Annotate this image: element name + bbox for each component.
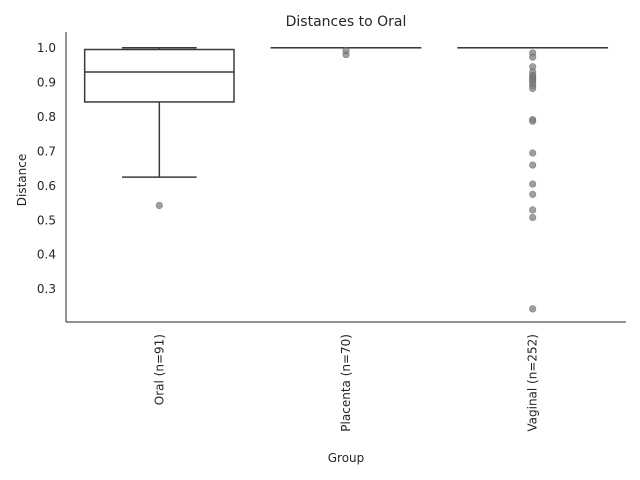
boxes-layer <box>83 46 609 313</box>
y-tick-label: 0.4 <box>37 248 56 262</box>
x-tick-label: Oral (n=91) <box>152 334 166 405</box>
box-iqr <box>83 48 235 103</box>
box-group <box>270 46 422 59</box>
x-tick-label: Vaginal (n=252) <box>526 334 540 432</box>
outlier-point <box>529 53 537 61</box>
box-group <box>83 47 235 210</box>
outlier-point <box>529 190 537 198</box>
outlier-point <box>529 305 537 313</box>
outlier-point <box>529 149 537 157</box>
y-tick-label: 1.0 <box>37 41 56 55</box>
x-axis-label: Group <box>328 451 365 465</box>
chart-title: Distances to Oral <box>286 14 407 30</box>
y-tick-label: 0.6 <box>37 179 56 193</box>
y-tick-label: 0.3 <box>37 282 56 296</box>
outlier-point <box>529 206 537 214</box>
outlier-point <box>342 46 350 55</box>
outlier-point <box>529 84 537 93</box>
y-tick-label: 0.9 <box>37 75 56 89</box>
outlier-point <box>155 201 163 210</box>
box-group <box>457 47 609 313</box>
outlier-point <box>529 161 537 169</box>
y-tick-label: 0.5 <box>37 213 56 227</box>
y-tick-label: 0.8 <box>37 110 56 124</box>
axes: 0.3 0.4 0.5 0.6 0.7 0.8 0.9 1.0 Oral (n=91) Place… <box>37 32 626 432</box>
outlier-point <box>529 180 537 188</box>
outlier-point <box>529 117 537 125</box>
x-tick-label: Placenta (n=70) <box>339 334 353 432</box>
y-axis-label: Distance <box>15 154 29 206</box>
y-tick-label: 0.7 <box>37 144 56 158</box>
outlier-point <box>529 213 537 222</box>
